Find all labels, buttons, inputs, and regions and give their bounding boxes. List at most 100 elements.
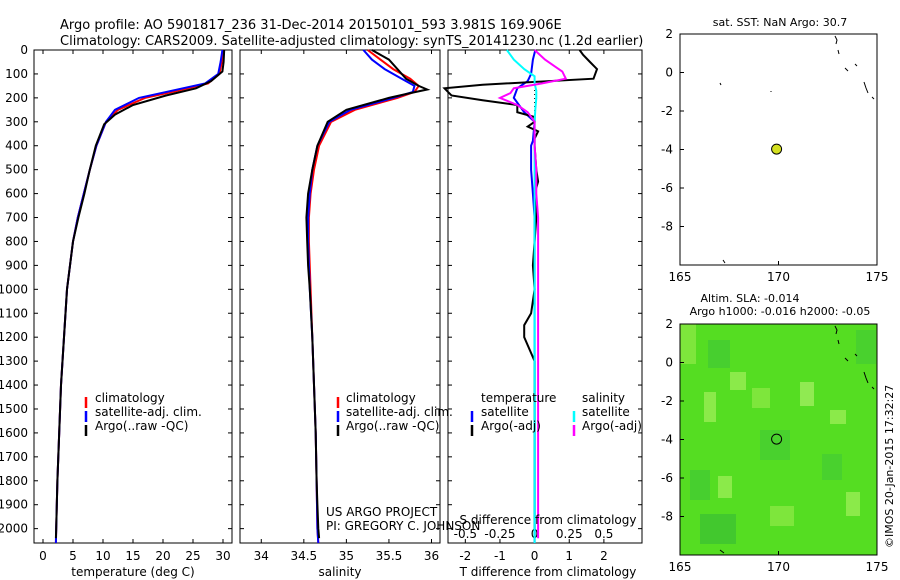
temperature-plot: 0100200300400500600700800900100011001200… [0, 43, 642, 563]
map-x-tick-label: 175 [866, 270, 889, 284]
s-tick-label: 0.5 [594, 527, 613, 541]
sla-anomaly-patch [800, 382, 814, 406]
series-line-climatology [307, 49, 421, 544]
map-y-tick-label: 0 [665, 66, 673, 80]
map-y-tick-label: 2 [665, 317, 673, 331]
x-tick-label: 36 [424, 549, 439, 563]
depth-tick-label: 1800 [0, 474, 28, 488]
depth-tick-label: 200 [5, 91, 28, 105]
series-line-satellite-adj-clim- [54, 49, 224, 544]
legend-climatology: climatology [95, 391, 165, 405]
depth-tick-label: 100 [5, 67, 28, 81]
depth-tick-label: 400 [5, 139, 28, 153]
temperature-series [54, 49, 226, 544]
temperature-x-label: temperature (deg C) [71, 565, 194, 579]
depth-tick-label: 1500 [0, 402, 28, 416]
sla-anomaly-patch [770, 506, 794, 526]
legend-climatology: climatology [346, 391, 416, 405]
difference-panel-frame [447, 49, 643, 544]
island-outline [719, 35, 875, 264]
t-difference-label: T difference from climatology [459, 565, 637, 579]
x-tick-label: 0 [39, 549, 47, 563]
depth-tick-label: 500 [5, 163, 28, 177]
difference-plot: -2 -1 0 1 2 -0.5 -0.25 0 0.25 0.5 [442, 49, 613, 563]
sla-anomaly-patch [830, 410, 846, 424]
sla-map-subtitle: Argo h1000: -0.016 h2000: -0.05 [690, 305, 871, 318]
depth-tick-label: 1900 [0, 498, 28, 512]
depth-tick-label: 700 [5, 211, 28, 225]
x-tick-label: -1 [494, 549, 506, 563]
sla-anomaly-patch [760, 430, 790, 460]
sla-anomaly-patch [846, 492, 860, 516]
depth-tick-label: 1200 [0, 330, 28, 344]
legend-s-satellite: satellite [582, 405, 630, 419]
sla-map-coastline [719, 325, 875, 554]
sla-anomaly-patch [718, 476, 732, 498]
legend-s-argo: Argo(-adj) [582, 419, 642, 433]
legend-t-satellite: satellite [481, 405, 529, 419]
salinity-plot: 34 34.5 35 35.5 36 [254, 49, 439, 563]
sla-map-title: Altim. SLA: -0.014 [700, 292, 799, 305]
s-tick-label: -0.25 [484, 527, 515, 541]
map-x-tick-label: 165 [669, 270, 692, 284]
s-difference-label: S difference from climatology [460, 513, 637, 527]
island-outline [719, 325, 875, 554]
sst-map-title: sat. SST: NaN Argo: 30.7 [713, 16, 847, 29]
depth-tick-label: 1400 [0, 378, 28, 392]
map-y-tick-label: 2 [665, 27, 673, 41]
depth-tick-label: 900 [5, 258, 28, 272]
sla-anomaly-patch [690, 470, 710, 500]
depth-tick-label: 1000 [0, 282, 28, 296]
x-tick-label: 0 [531, 549, 539, 563]
sla-anomaly-patch [822, 454, 842, 480]
depth-tick-label: 1600 [0, 426, 28, 440]
sla-anomaly-patch [680, 324, 696, 364]
s-tick-label: 0.25 [556, 527, 583, 541]
project-credit: US ARGO PROJECT [326, 505, 438, 519]
depth-tick-label: 2000 [0, 522, 28, 536]
sla-anomaly-patch [704, 392, 716, 422]
depth-axis: 0 100 200 300 400 500 600 700 800 900 1000 1100 1200… [0, 43, 642, 536]
map-x-tick-label: 165 [669, 560, 692, 574]
series-line-s-satellite [506, 49, 538, 543]
depth-tick-label: 600 [5, 187, 28, 201]
map-y-tick-label: -4 [661, 143, 673, 157]
x-tick-label: 20 [155, 549, 170, 563]
depth-tick-label: 1100 [0, 306, 28, 320]
argo-float-marker [771, 433, 783, 445]
legend-t-argo: Argo(-adj) [481, 419, 541, 433]
depth-tick-label: 1300 [0, 354, 28, 368]
map-y-tick-label: -2 [661, 394, 673, 408]
series-line-s-argo-adj- [497, 49, 568, 539]
salinity-panel-frame [239, 49, 441, 544]
x-tick-label: 1 [565, 549, 573, 563]
header-line-1: Argo profile: AO 5901817_236 31-Dec-2014… [60, 18, 562, 33]
salinity-legend: climatology satellite-adj. clim. Argo(..… [336, 391, 453, 436]
temperature-x-axis: 0 5 10 15 20 25 30 [39, 50, 231, 563]
difference-legend: temperature salinity satellite Argo(-adj… [470, 391, 642, 436]
depth-tick-label: 800 [5, 234, 28, 248]
sst-map-coastline [719, 35, 875, 264]
series-line-argo-raw-qc- [54, 49, 226, 539]
salinity-x-label: salinity [318, 565, 361, 579]
map-y-tick-label: -6 [661, 471, 673, 485]
map-y-tick-label: 0 [665, 356, 673, 370]
x-tick-label: 34.5 [290, 549, 317, 563]
salinity-x-axis: 34 34.5 35 35.5 36 [254, 50, 439, 563]
x-tick-label: 35 [339, 549, 354, 563]
sla-map-axes: 165 170 175 2 0 -2 -4 -6 -8 [661, 317, 888, 574]
sla-anomaly-patch [708, 340, 730, 368]
legend-argo: Argo(..raw -QC) [95, 419, 188, 433]
x-tick-label: 2 [600, 549, 608, 563]
x-tick-label: 35.5 [376, 549, 403, 563]
pi-credit: PI: GREGORY C. JOHNSON [326, 519, 480, 533]
map-y-tick-label: -4 [661, 433, 673, 447]
series-line-satellite-adj-clim- [307, 49, 416, 544]
difference-series [442, 49, 599, 543]
map-x-tick-label: 170 [767, 560, 790, 574]
series-line-climatology [54, 49, 224, 544]
legend-satellite: satellite-adj. clim. [346, 405, 453, 419]
legend-satellite: satellite-adj. clim. [95, 405, 202, 419]
series-line-t-argo-adj- [442, 49, 599, 539]
